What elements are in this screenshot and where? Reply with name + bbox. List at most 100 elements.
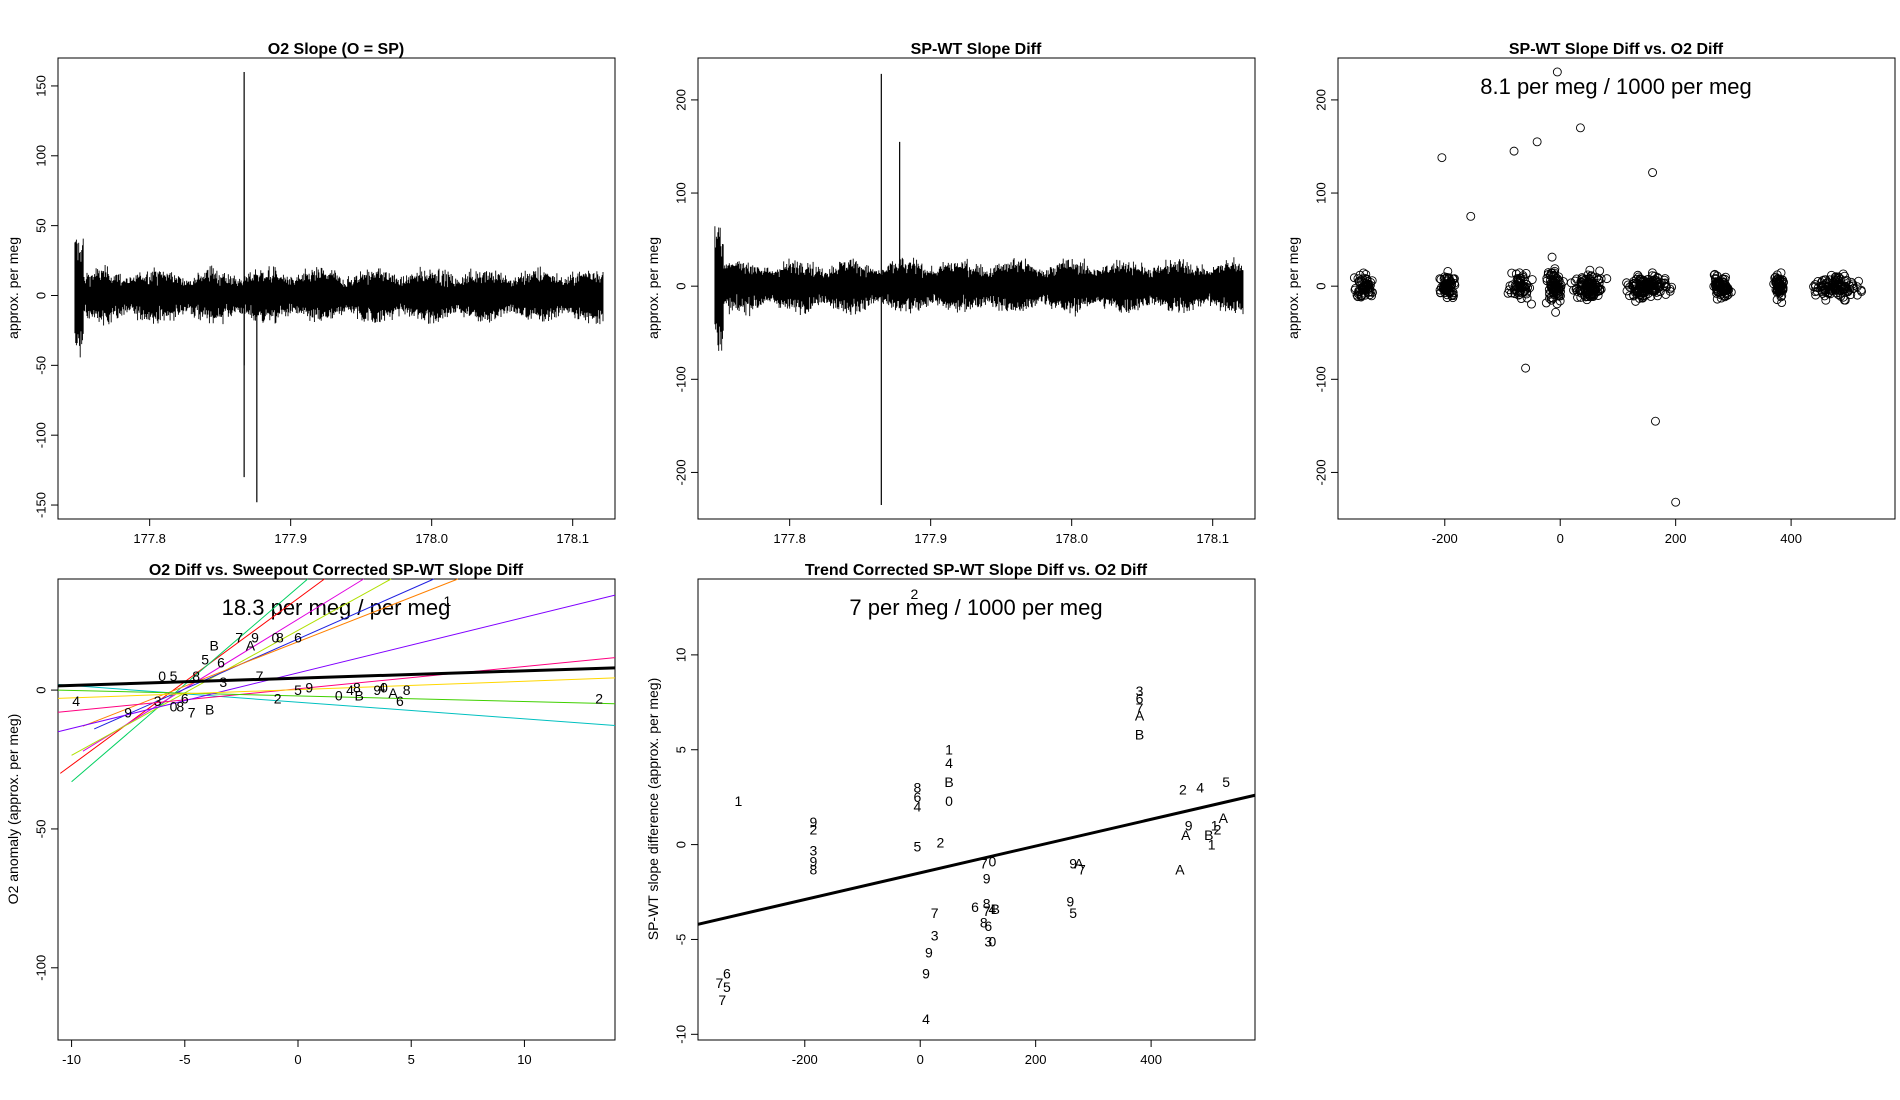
cluster-label: 5 (1833, 279, 1841, 295)
panel-o2-slope: O2 Slope (O = SP) approx. per meg 177.8 1… (5, 41, 616, 546)
point-label: 9 (964, 278, 972, 294)
scatter-point (1647, 285, 1657, 295)
scatter-point (1712, 294, 1722, 304)
scatter-point (1584, 281, 1594, 291)
point-label: A (980, 281, 990, 297)
chart-title: O2 Slope (O = SP) (268, 41, 404, 58)
point-label: 6 (938, 278, 946, 294)
y-tick-label: -10 (673, 1025, 688, 1044)
outlier-point (1671, 497, 1681, 507)
point-label: 2 (810, 821, 818, 837)
point-label: 8 (913, 780, 921, 796)
scatter-point (1443, 274, 1453, 284)
point-label: 2 (1060, 281, 1068, 297)
point-label: 4 (72, 693, 80, 709)
point-label: 9 (124, 704, 132, 720)
point-label: 6 (1025, 275, 1033, 291)
point-label: 2 (937, 835, 945, 851)
point-label: 4 (913, 799, 921, 815)
scatter-point (1545, 289, 1555, 299)
point-label: 2 (1214, 821, 1222, 837)
point-label: 9 (824, 281, 832, 297)
y-axis-label: SP-WT slope difference (approx. per meg) (645, 678, 661, 941)
point-label: 8 (955, 281, 963, 297)
point-label: 9 (810, 854, 818, 870)
scatter-point (1653, 278, 1662, 287)
cluster-label: 4 (1444, 279, 1452, 295)
scatter-point (1549, 268, 1559, 278)
outlier-point (1648, 168, 1658, 178)
point-label: 6 (723, 966, 731, 982)
point-label: 3 (931, 928, 939, 944)
y-tick-label: -50 (33, 820, 48, 839)
point-label: 5 (294, 682, 302, 698)
point-label: A (1155, 275, 1165, 291)
scatter-point (1367, 276, 1377, 286)
scatter-point (1840, 287, 1850, 297)
scatter-point (1507, 268, 1517, 278)
fit-line (57, 657, 616, 713)
point-label: 4 (1217, 281, 1225, 297)
scatter-point (1592, 273, 1602, 283)
scatter-point (1441, 288, 1451, 297)
scatter-point (1657, 278, 1666, 288)
point-label: 3 (877, 281, 885, 297)
y-tick-label: 0 (1313, 283, 1328, 290)
cluster-label: 3 (1585, 279, 1593, 295)
point-label: 0 (79, 291, 87, 307)
point-label: 2 (1077, 275, 1085, 291)
plot-marks: 177.8 177.9 178.0 178.1 -150 -100 -50 0 50 100 150… (33, 71, 604, 546)
point-label: 9 (999, 275, 1007, 291)
panel-slope-diff-vs-o2-diff: SP-WT Slope Diff vs. O2 Diff 8.1 per meg… (1285, 41, 1896, 546)
point-label: 6 (913, 789, 921, 805)
point-label: □ (106, 287, 115, 303)
x-tick-label: 177.9 (914, 531, 947, 546)
scatter-point (1840, 295, 1850, 305)
x-tick-label: 178.1 (1196, 531, 1229, 546)
point-label: 7 (931, 905, 939, 921)
x-tick-label: -10 (62, 1052, 81, 1067)
x-tick-label: 400 (1140, 1052, 1162, 1067)
point-label: B (354, 688, 363, 704)
point-label: A (1181, 827, 1191, 843)
point-label: 7 (1121, 278, 1129, 294)
point-label: 3 (984, 933, 992, 949)
x-tick-label: -200 (792, 1052, 818, 1067)
outlier-point (1437, 153, 1447, 163)
scatter-point (1838, 269, 1848, 279)
scatter-point (1826, 284, 1836, 294)
point-label: 8 (353, 679, 361, 695)
point-label: 6 (1199, 278, 1207, 294)
scatter-point (1829, 282, 1839, 292)
outlier-point (1552, 67, 1562, 77)
scatter-point (1777, 298, 1787, 307)
point-label: 7 (1136, 700, 1144, 716)
point-label: 2 (1234, 275, 1242, 291)
x-tick-label: 400 (1780, 531, 1802, 546)
point-label: 4 (346, 682, 354, 698)
point-label: B (989, 278, 998, 294)
scatter-point (1602, 274, 1612, 284)
point-label: 6 (217, 654, 225, 670)
point-label: A (1175, 861, 1185, 877)
x-tick-label: 178.0 (415, 531, 448, 546)
point-label: 2 (719, 281, 727, 297)
scatter-point (1716, 293, 1726, 303)
y-tick-label: -100 (33, 422, 48, 448)
scatter-point (1541, 298, 1551, 308)
x-tick-label: 5 (408, 1052, 415, 1067)
scatter-point (1778, 282, 1788, 292)
scatter-point (1547, 284, 1557, 293)
y-tick-label: 0 (33, 686, 48, 693)
fit-line (57, 689, 616, 705)
point-label: 5 (929, 281, 937, 297)
point-label: 0 (1147, 278, 1155, 294)
point-label: 0 (380, 679, 388, 695)
point-label: 8 (810, 861, 818, 877)
scatter-point (1623, 280, 1633, 290)
point-label: 8 (1129, 275, 1137, 291)
point-label: 0 (988, 854, 996, 870)
point-label: 5 (1034, 281, 1042, 297)
x-tick-label: 178.1 (556, 531, 589, 546)
scatter-point (1516, 294, 1526, 303)
